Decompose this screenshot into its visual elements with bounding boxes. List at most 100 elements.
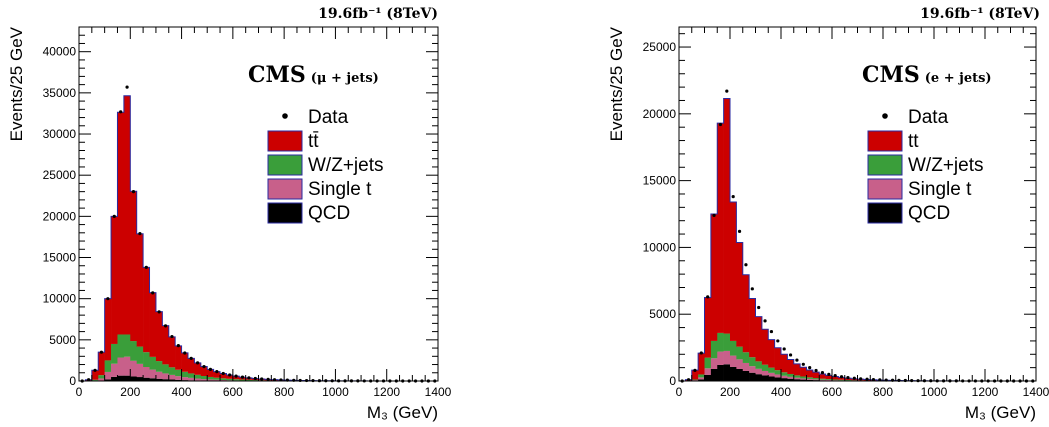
- data-point: [228, 373, 232, 377]
- ttbar-bar: [838, 377, 846, 380]
- x-tick-label: 600: [822, 385, 842, 399]
- ttbar-bar: [168, 336, 176, 368]
- ttbar-bar: [91, 370, 99, 380]
- data-point: [833, 374, 837, 378]
- y-tick-label: 40000: [43, 45, 77, 59]
- ttbar-bar: [812, 372, 820, 379]
- legend-wz-jets-label: W/Z+jets: [308, 155, 383, 176]
- ttbar-bar: [149, 292, 157, 357]
- data-point: [769, 329, 774, 334]
- x-axis-label: M₃ (GeV): [367, 403, 438, 422]
- legend-wz-jets-label: W/Z+jets: [908, 155, 983, 176]
- qcd-bar: [117, 375, 125, 381]
- wz-jets-bar: [730, 340, 737, 356]
- qcd-bar: [143, 377, 150, 381]
- single-t-bar: [155, 371, 163, 379]
- qcd-bar: [742, 370, 750, 381]
- data-point: [706, 295, 710, 299]
- data-point: [763, 319, 767, 323]
- chart-mu-jets: 0500010000150002000025000300003500040000…: [7, 6, 452, 422]
- qcd-bar: [800, 379, 807, 381]
- data-point: [215, 370, 219, 374]
- legend-single-t-label: Single t: [308, 179, 372, 200]
- single-t-bar: [143, 367, 150, 378]
- data-point: [693, 368, 697, 372]
- wz-jets-bar: [213, 377, 221, 380]
- legend-ttbar-swatch: [867, 130, 903, 152]
- data-point: [99, 350, 104, 354]
- wz-jets-bar: [245, 379, 253, 381]
- y-tick-label: 0: [69, 374, 76, 388]
- wz-jets-bar: [787, 373, 795, 377]
- data-point: [871, 377, 876, 382]
- ttbar-bar: [117, 112, 125, 335]
- ttbar-bar: [793, 363, 801, 376]
- wz-jets-bar: [123, 334, 131, 357]
- single-t-bar: [749, 366, 756, 373]
- data-point: [221, 371, 225, 376]
- qcd-bar: [761, 375, 769, 381]
- single-t-bar: [723, 350, 731, 365]
- data-point: [234, 374, 238, 378]
- single-t-bar: [187, 377, 195, 381]
- data-point: [247, 376, 251, 380]
- y-tick-label: 20000: [43, 209, 77, 223]
- ttbar-bar: [213, 371, 221, 378]
- data-point: [744, 263, 748, 267]
- single-t-bar: [130, 360, 137, 377]
- wz-jets-bar: [104, 360, 112, 372]
- data-point: [151, 291, 155, 295]
- ttbar-bar: [187, 358, 195, 374]
- data-point: [827, 372, 831, 376]
- legend-ttbar-label: tt: [908, 131, 919, 152]
- data-point: [712, 213, 716, 217]
- qcd-bar: [806, 379, 814, 381]
- data-point: [266, 377, 270, 381]
- single-t-bar: [117, 357, 125, 376]
- data-point: [125, 85, 129, 89]
- ttbar-bar: [123, 95, 131, 335]
- data-point: [208, 367, 213, 371]
- qcd-bar: [710, 368, 718, 381]
- legend-qcd-label: QCD: [908, 203, 950, 224]
- wz-jets-bar: [117, 334, 125, 358]
- legend-ttbar-label: tt̄: [308, 131, 319, 152]
- y-axis-label: Events/25 GeV: [607, 26, 626, 141]
- ttbar-bar: [194, 362, 202, 375]
- data-point: [801, 362, 805, 366]
- single-t-bar: [181, 377, 189, 381]
- wz-jets-bar: [168, 367, 176, 375]
- legend-data-marker: [282, 113, 288, 119]
- x-axis-label: M₃ (GeV): [965, 403, 1036, 422]
- ttbar-bar: [717, 123, 724, 333]
- data-point: [686, 378, 691, 382]
- data-point: [865, 377, 869, 381]
- qcd-bar: [723, 364, 731, 381]
- y-tick-label: 5000: [649, 307, 676, 321]
- single-t-bar: [704, 368, 712, 375]
- wz-jets-bar: [194, 374, 202, 379]
- y-tick-label: 35000: [43, 86, 77, 100]
- data-point: [846, 375, 850, 380]
- ttbar-bar: [755, 316, 763, 362]
- wz-jets-bar: [130, 341, 137, 361]
- legend-wz-jets-swatch: [867, 154, 903, 176]
- wz-jets-bar: [136, 346, 144, 364]
- ttbar-bar: [742, 274, 750, 353]
- wz-jets-bar: [825, 379, 833, 380]
- data-point: [253, 376, 257, 381]
- legend-single-t-swatch: [867, 178, 903, 200]
- single-t-bar: [168, 374, 176, 380]
- single-t-bar: [162, 373, 170, 380]
- data-point: [737, 229, 742, 233]
- single-t-bar: [742, 362, 750, 371]
- x-tick-label: 1200: [972, 385, 999, 399]
- ttbar-bar: [819, 373, 826, 379]
- ttbar-bar: [832, 376, 839, 380]
- ttbar-bar: [111, 216, 118, 344]
- wz-jets-bar: [200, 376, 208, 380]
- ttbar-bar: [143, 267, 150, 353]
- x-tick-label: 1200: [373, 385, 400, 399]
- data-point: [176, 344, 180, 348]
